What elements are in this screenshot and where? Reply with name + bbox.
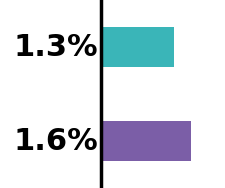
Text: 1.3%: 1.3% xyxy=(14,33,98,61)
Text: 1.6%: 1.6% xyxy=(14,127,98,155)
Bar xyxy=(101,121,191,161)
Bar xyxy=(101,27,174,67)
